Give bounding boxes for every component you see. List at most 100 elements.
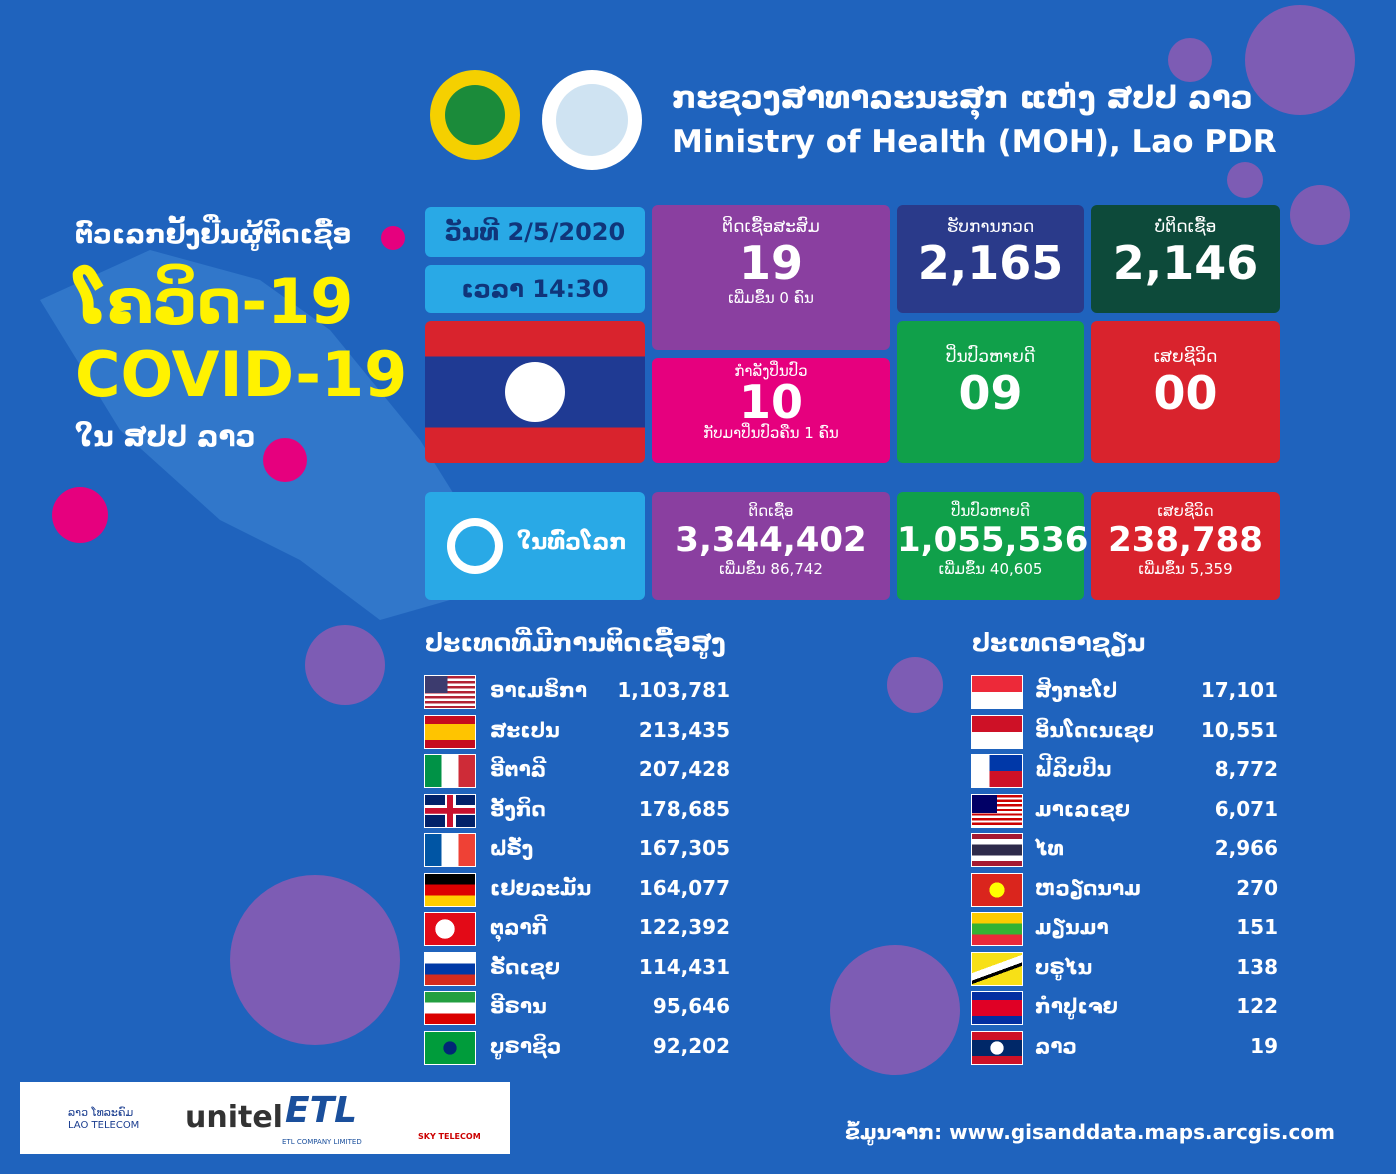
country-name: ອາເມຣິກາ bbox=[490, 678, 588, 702]
country-value: 8,772 bbox=[1214, 757, 1278, 781]
country-row: ຣັດເຊຍ 114,431 bbox=[425, 952, 730, 987]
country-name: ມຽນມາ bbox=[1035, 915, 1109, 939]
country-name: ເຢຍລະມັນ bbox=[490, 875, 592, 900]
country-row: ບຣູໄນ 138 bbox=[972, 952, 1278, 987]
country-value: 2,966 bbox=[1214, 836, 1278, 860]
country-row: ມາເລເຊຍ 6,071 bbox=[972, 794, 1278, 829]
country-name: ອັງກິດ bbox=[490, 796, 546, 821]
label: ປິ່ນປົວຫາຍດີ bbox=[945, 347, 1036, 367]
country-row: ອິນໂດເນເຊຍ 10,551 bbox=[972, 715, 1278, 750]
flag bbox=[425, 676, 475, 708]
country-value: 207,428 bbox=[638, 757, 730, 781]
country-value: 92,202 bbox=[652, 1033, 730, 1058]
flag bbox=[972, 913, 1022, 945]
recovered-card: ປິ່ນປົວຫາຍດີ 09 bbox=[897, 321, 1084, 463]
sponsor-logos: ລາວ ໂທລະຄົມ LAO TELECOM unitel ETL ETL C… bbox=[20, 1082, 510, 1154]
country-row: ອີຣານ 95,646 bbox=[425, 992, 730, 1026]
label: ຕິດເຊື້ອສະສົມ bbox=[722, 217, 820, 237]
note: ເພີ່ມຂຶ້ນ 5,359 bbox=[1138, 560, 1233, 578]
note: ເພີ່ມຂຶ້ນ 0 ຄົນ bbox=[728, 289, 814, 307]
country-value: 213,435 bbox=[638, 717, 730, 742]
etl: ETL bbox=[285, 1090, 358, 1131]
date: ວັນທີ 2/5/2020 bbox=[425, 207, 645, 257]
flag bbox=[972, 1031, 1022, 1064]
note: ເພີ່ມຂຶ້ນ 40,605 bbox=[938, 560, 1043, 578]
country-value: 138 bbox=[1236, 954, 1278, 979]
sky: SKY TELECOM bbox=[418, 1132, 481, 1141]
flag bbox=[972, 952, 1022, 985]
country-value: 178,685 bbox=[638, 796, 730, 821]
label: ກຳລັງປິ່ນປົວ bbox=[734, 362, 808, 380]
country-name: ກຳປູເຈຍ bbox=[1035, 994, 1118, 1018]
lao-telecom: LAO TELECOM bbox=[68, 1120, 140, 1131]
label: ປິ່ນປົວຫາຍດີ bbox=[951, 502, 1030, 520]
world-card: ໃນທົ່ວໂລກ bbox=[425, 492, 645, 600]
flag bbox=[425, 1031, 475, 1064]
flag bbox=[972, 992, 1022, 1024]
value: 238,788 bbox=[1108, 520, 1263, 560]
country-name: ໄທ bbox=[1035, 836, 1065, 860]
time: ເວລາ 14:30 bbox=[425, 265, 645, 313]
country-value: 167,305 bbox=[638, 836, 730, 860]
label: ຮັບການກວດ bbox=[946, 217, 1035, 237]
lao-telecom-lao: ລາວ ໂທລະຄົມ bbox=[68, 1106, 134, 1119]
flag bbox=[972, 873, 1022, 906]
country-name: ຝຣັ່ງ bbox=[490, 836, 534, 860]
label: ຕິດເຊື້ອ bbox=[748, 502, 794, 520]
country-name: ມາເລເຊຍ bbox=[1035, 796, 1131, 821]
negative-card: ບໍ່ຕິດເຊື້ອ 2,146 bbox=[1091, 205, 1280, 313]
value: 00 bbox=[1153, 366, 1218, 420]
flag bbox=[425, 992, 475, 1024]
country-row: ບູຣາຊິວ 92,202 bbox=[425, 1031, 730, 1066]
country-row: ອັງກິດ 178,685 bbox=[425, 794, 730, 829]
flag bbox=[425, 873, 475, 906]
country-value: 122 bbox=[1236, 994, 1278, 1018]
country-row: ມຽນມາ 151 bbox=[972, 913, 1278, 947]
country-name: ຫວຽດນາມ bbox=[1035, 875, 1141, 900]
tested-card: ຮັບການກວດ 2,165 bbox=[897, 205, 1084, 313]
country-value: 1,103,781 bbox=[617, 678, 730, 702]
flag bbox=[425, 794, 475, 827]
country-name: ສະເປນ bbox=[490, 717, 560, 742]
treatment-card: ກຳລັງປິ່ນປົວ 10 ກັບມາປິ່ນປົວຄືນ 1 ຄົນ bbox=[652, 358, 890, 463]
headline-1: ຕົວເລກຢັ້ງຢືນຜູ້ຕິດເຊື້ອ bbox=[75, 220, 352, 250]
country-row: ເຢຍລະມັນ 164,077 bbox=[425, 873, 730, 908]
flag bbox=[972, 676, 1022, 708]
country-row: ຟີລິບປິນ 8,772 bbox=[972, 755, 1278, 789]
label: ເສຍຊີວິດ bbox=[1153, 347, 1218, 367]
flag bbox=[425, 755, 475, 787]
asean-title: ປະເທດອາຊຽນ bbox=[972, 628, 1146, 657]
flag bbox=[972, 755, 1022, 787]
country-row: ສິງກະໂປ 17,101 bbox=[972, 676, 1278, 710]
world-infected: ຕິດເຊື້ອ 3,344,402 ເພີ່ມຂຶ້ນ 86,742 bbox=[652, 492, 890, 600]
country-name: ອິນໂດເນເຊຍ bbox=[1035, 717, 1154, 742]
etl-full: ETL COMPANY LIMITED bbox=[282, 1138, 362, 1146]
country-name: ຟີລິບປິນ bbox=[1035, 757, 1112, 781]
country-value: 151 bbox=[1236, 915, 1278, 939]
flag bbox=[425, 952, 475, 985]
country-value: 270 bbox=[1236, 875, 1278, 900]
value: 09 bbox=[958, 366, 1023, 420]
headline-2: ໂຄວິດ-19 bbox=[75, 265, 354, 338]
country-value: 10,551 bbox=[1200, 717, 1278, 742]
country-value: 6,071 bbox=[1214, 796, 1278, 821]
country-row: ອີຕາລີ 207,428 bbox=[425, 755, 730, 789]
value: 19 bbox=[738, 236, 803, 290]
country-row: ກຳປູເຈຍ 122 bbox=[972, 992, 1278, 1026]
country-name: ອີຣານ bbox=[490, 994, 547, 1018]
country-value: 95,646 bbox=[652, 994, 730, 1018]
country-row: ຕຸລາກີ 122,392 bbox=[425, 913, 730, 947]
country-row: ໄທ 2,966 bbox=[972, 834, 1278, 868]
label: ບໍ່ຕິດເຊື້ອ bbox=[1154, 217, 1217, 237]
value: 2,146 bbox=[1112, 236, 1259, 290]
country-name: ສິງກະໂປ bbox=[1035, 678, 1118, 702]
headline-4: ໃນ ສປປ ລາວ bbox=[75, 420, 256, 453]
source: ຂໍ້ມູນຈາກ: www.gisanddata.maps.arcgis.co… bbox=[845, 1120, 1335, 1144]
label: ເສຍຊີວິດ bbox=[1157, 502, 1214, 520]
ministry-en: Ministry of Health (MOH), Lao PDR bbox=[672, 124, 1277, 160]
laos-flag bbox=[425, 321, 645, 463]
country-name: ລາວ bbox=[1035, 1033, 1077, 1058]
country-name: ບຣູໄນ bbox=[1035, 954, 1093, 979]
